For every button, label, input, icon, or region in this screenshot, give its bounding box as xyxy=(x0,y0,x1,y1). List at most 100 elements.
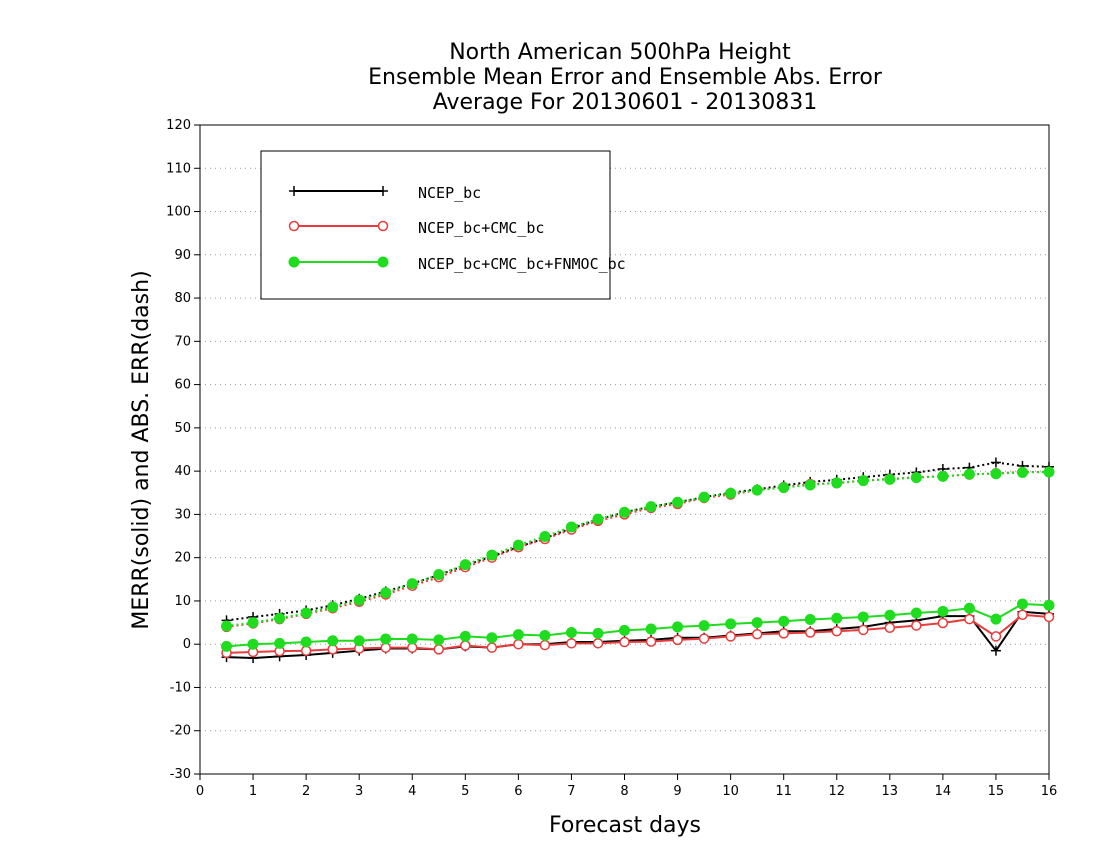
abserr-point xyxy=(910,472,922,484)
merr-point xyxy=(858,624,869,636)
series-layer xyxy=(221,457,1055,664)
legend-marker xyxy=(288,256,300,268)
merr-point xyxy=(725,618,737,630)
merr-point xyxy=(566,638,577,649)
y-tick-label: 40 xyxy=(174,464,191,479)
abserr-point xyxy=(857,475,869,487)
merr-point xyxy=(433,634,445,646)
x-tick-label: 5 xyxy=(461,784,469,799)
y-tick-label: 30 xyxy=(174,507,191,522)
legend-label-ncep-cmc: NCEP_bc+CMC_bc xyxy=(418,219,544,237)
merr-point xyxy=(804,614,816,626)
x-tick-label: 11 xyxy=(775,784,792,799)
merr-point xyxy=(964,613,975,625)
x-axis-label: Forecast days xyxy=(549,813,701,838)
abserr-point xyxy=(512,539,524,551)
merr-point xyxy=(380,633,392,645)
merr-point xyxy=(565,627,577,639)
y-tick-label: -20 xyxy=(170,724,191,739)
abserr-point xyxy=(406,578,418,590)
x-tick-label: 8 xyxy=(620,784,628,799)
abserr-point xyxy=(327,601,339,613)
merr-point xyxy=(433,644,445,655)
merr-point xyxy=(672,621,684,633)
merr-line xyxy=(226,610,1050,660)
title-line-3: Average For 20130601 - 20130831 xyxy=(433,90,818,115)
y-tick-label: 100 xyxy=(166,205,191,220)
chart-title: North American 500hPa Height Ensemble Me… xyxy=(368,40,883,115)
abserr-point xyxy=(592,513,604,525)
x-tick-label: 3 xyxy=(355,784,363,799)
x-tick-label: 10 xyxy=(722,784,739,799)
merr-point xyxy=(1017,609,1028,621)
merr-point xyxy=(778,615,790,627)
merr-point xyxy=(937,605,949,617)
merr-point xyxy=(963,602,975,614)
x-tick-label: 13 xyxy=(882,784,899,799)
abserr-point xyxy=(247,617,259,629)
merr-point xyxy=(672,634,683,646)
abserr-line xyxy=(226,461,1050,622)
x-tick-label: 0 xyxy=(196,784,204,799)
merr-point xyxy=(619,636,630,648)
merr-point xyxy=(990,631,1002,642)
y-axis-label: MERR(solid) and ABS. ERR(dash) xyxy=(129,270,154,629)
merr-point xyxy=(512,629,524,641)
x-tick-label: 4 xyxy=(408,784,416,799)
abserr-point xyxy=(884,473,896,485)
y-tick-label: 50 xyxy=(174,421,191,436)
merr-point xyxy=(539,639,551,651)
merr-point xyxy=(460,640,471,651)
merr-point xyxy=(327,635,339,647)
merr-point xyxy=(937,617,949,629)
merr-point xyxy=(300,636,312,648)
abserr-point xyxy=(990,457,1001,468)
merr-point xyxy=(247,638,259,650)
legend-items xyxy=(288,186,389,268)
abserr-point xyxy=(539,530,551,542)
title-line-2: Ensemble Mean Error and Ensemble Abs. Er… xyxy=(368,65,883,90)
title-line-1: North American 500hPa Height xyxy=(449,40,791,65)
merr-point xyxy=(486,642,498,653)
merr-point xyxy=(990,645,1001,656)
merr-point xyxy=(645,623,657,635)
merr-line xyxy=(226,613,1050,654)
x-tick-label: 7 xyxy=(567,784,575,799)
abserr-point xyxy=(1016,466,1028,478)
x-tick-label: 6 xyxy=(514,784,522,799)
y-tick-label: 20 xyxy=(174,551,191,566)
abserr-point xyxy=(619,506,630,518)
y-tick-label: 120 xyxy=(166,118,191,133)
merr-point xyxy=(831,625,842,637)
abserr-point xyxy=(353,594,365,606)
x-tick-label: 12 xyxy=(828,784,845,799)
abserr-point xyxy=(486,549,498,561)
y-tick-label: -30 xyxy=(170,767,191,782)
merr-point xyxy=(990,613,1002,625)
abserr-point xyxy=(380,587,392,599)
merr-point xyxy=(406,633,418,645)
merr-point xyxy=(804,627,816,638)
merr-point xyxy=(911,620,922,631)
abserr-point xyxy=(274,612,286,624)
abserr-point xyxy=(459,559,471,571)
merr-point xyxy=(725,631,736,642)
x-tick-label: 16 xyxy=(1041,784,1058,799)
merr-point xyxy=(751,628,763,640)
y-tick-label: 10 xyxy=(174,594,191,609)
merr-point xyxy=(619,624,630,636)
x-tick-label: 2 xyxy=(302,784,310,799)
merr-point xyxy=(327,644,338,655)
abserr-point xyxy=(831,477,843,489)
merr-point xyxy=(884,622,896,634)
x-tick-label: 9 xyxy=(673,784,681,799)
abserr-point xyxy=(698,491,710,503)
abserr-point xyxy=(221,620,233,632)
merr-point xyxy=(274,637,286,649)
merr-point xyxy=(592,638,604,649)
abserr-point xyxy=(937,470,949,482)
x-tick-label: 14 xyxy=(935,784,952,799)
merr-point xyxy=(698,620,710,632)
merr-point xyxy=(486,632,498,644)
